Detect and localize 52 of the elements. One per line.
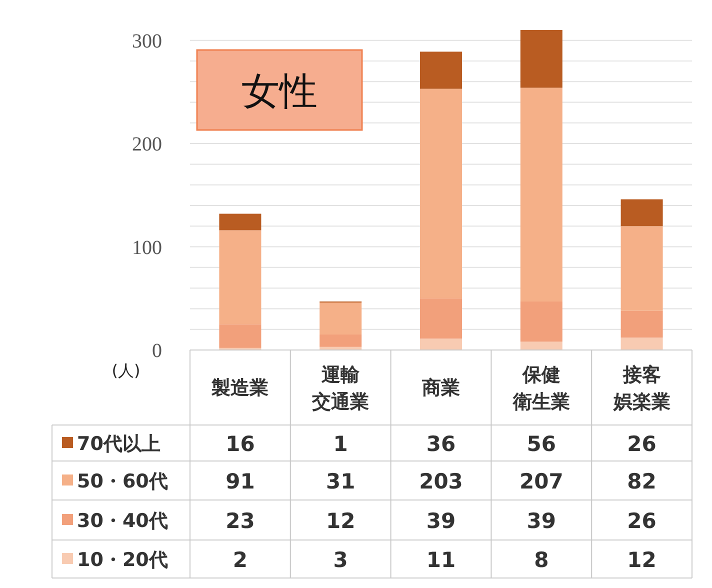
bar xyxy=(320,302,362,335)
bar xyxy=(520,88,562,302)
data-label: 91 xyxy=(226,470,255,494)
bar xyxy=(620,226,663,311)
data-label: 1 xyxy=(333,432,348,456)
data-label: 36 xyxy=(426,432,456,456)
x-tick-label: 運輸交通業 xyxy=(311,364,370,413)
data-label: 56 xyxy=(526,432,556,456)
bar xyxy=(420,338,462,350)
bar xyxy=(219,214,262,230)
x-tick-label: 商業 xyxy=(421,377,460,399)
bar xyxy=(420,298,462,339)
x-tick-label: 製造業 xyxy=(210,377,269,399)
x-tick-label: 接客娯楽業 xyxy=(612,364,670,413)
x-tick-label: 保健衛生業 xyxy=(512,364,570,413)
data-label: 11 xyxy=(426,548,456,572)
bar xyxy=(320,334,362,347)
bar xyxy=(219,324,262,348)
data-label: 3 xyxy=(333,548,348,572)
bar xyxy=(420,88,462,298)
bar xyxy=(620,310,663,338)
data-label: 207 xyxy=(519,470,564,494)
legend-label: 30・40代 xyxy=(77,510,168,532)
data-label: 203 xyxy=(419,470,463,494)
data-label: 16 xyxy=(226,432,255,456)
data-label: 12 xyxy=(326,509,356,533)
y-axis-title: (人) xyxy=(112,361,140,380)
data-label: 2 xyxy=(232,548,248,572)
y-tick-label: 0 xyxy=(152,340,162,362)
bar xyxy=(520,342,562,350)
data-label: 23 xyxy=(226,509,255,533)
bar xyxy=(420,52,462,89)
data-label: 26 xyxy=(627,509,656,533)
text: 女性 xyxy=(242,69,318,113)
bar xyxy=(520,301,562,342)
y-tick-label: 200 xyxy=(132,134,162,156)
data-label: 8 xyxy=(534,548,549,572)
data-label: 82 xyxy=(627,470,656,494)
legend-label: 10・20代 xyxy=(77,549,168,571)
bar xyxy=(620,338,663,350)
data-label: 31 xyxy=(326,470,356,494)
bar xyxy=(520,30,562,88)
data-label: 26 xyxy=(627,432,656,456)
legend-label: 50・60代 xyxy=(77,470,168,492)
legend-label: 70代以上 xyxy=(77,433,160,455)
data-label: 39 xyxy=(526,509,556,533)
y-tick-label: 300 xyxy=(132,30,162,52)
y-tick-label: 100 xyxy=(132,236,162,259)
data-label: 39 xyxy=(426,509,456,533)
bar xyxy=(620,199,663,226)
data-label: 12 xyxy=(627,548,656,572)
bar xyxy=(219,230,262,324)
